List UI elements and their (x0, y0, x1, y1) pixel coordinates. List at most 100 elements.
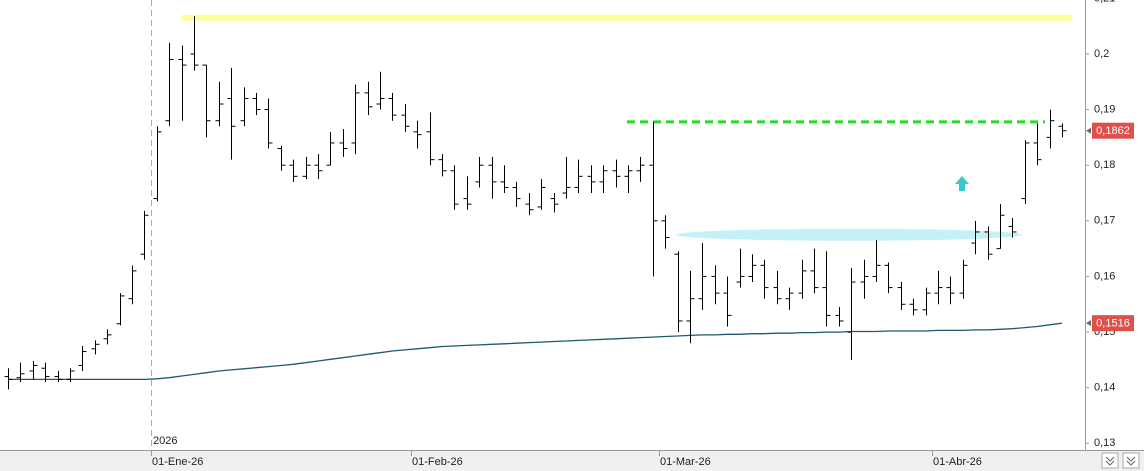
ohlc-bar (624, 165, 633, 194)
ohlc-bar (698, 243, 707, 310)
ohlc-bar (1046, 109, 1055, 149)
ohlc-bar (128, 265, 137, 305)
ohlc-bar (810, 248, 819, 294)
up-arrow (955, 176, 969, 191)
y-tick-label: 0,16 (1094, 270, 1115, 282)
ohlc-bar (488, 156, 497, 199)
ohlc-bar (264, 98, 273, 149)
ohlc-bar (326, 131, 335, 166)
moving-average (8, 322, 1063, 381)
ohlc-bar (339, 129, 348, 157)
ohlc-bar (946, 276, 955, 305)
price-label-box (1092, 315, 1134, 332)
ohlc-bar (785, 287, 794, 310)
ohlc-bar (599, 165, 608, 194)
ohlc-bar (959, 259, 968, 299)
ohlc-bar (450, 165, 459, 210)
ohlc-bar (649, 121, 658, 277)
ohlc-bar (116, 293, 125, 326)
ohlc-bar (686, 270, 695, 344)
ohlc-bar (934, 270, 943, 305)
y-tick-label: 0,2 (1094, 48, 1109, 60)
ohlc-bar (277, 145, 286, 171)
ohlc-bar (66, 368, 75, 383)
price-label-box (1092, 122, 1134, 139)
ohlc-bar (190, 16, 199, 71)
ohlc-bar (500, 165, 509, 194)
price-pointer (1086, 127, 1091, 134)
ohlc-bar (54, 371, 63, 383)
y-tick-label: 0,13 (1094, 437, 1115, 449)
ohlc-bar (165, 42, 174, 127)
ohlc-bar (91, 340, 100, 355)
ohlc-bar (872, 240, 881, 283)
ohlc-bar (364, 81, 373, 116)
ohlc-bar (574, 159, 583, 194)
ohlc-bar (636, 156, 645, 182)
year-label: 2026 (153, 435, 177, 447)
ohlc-bar (587, 165, 596, 194)
scroll-buttons[interactable] (1101, 452, 1140, 469)
ohlc-bar (835, 307, 844, 327)
ohlc-bar (1058, 123, 1067, 138)
ohlc-bar (153, 126, 162, 202)
ohlc-bar (884, 262, 893, 294)
y-tick-label: 0,21 (1094, 0, 1115, 4)
ohlc-bar (227, 67, 236, 160)
ohlc-bar (289, 159, 298, 182)
ohlc-bar (140, 210, 149, 260)
x-tick-label: 01-Abr-26 (933, 456, 982, 468)
ohlc-bar (822, 251, 831, 327)
x-tick-label: 01-Mar-26 (660, 456, 711, 468)
ohlc-bar (438, 154, 447, 177)
ohlc-bar (314, 154, 323, 180)
ohlc-bar (512, 181, 521, 207)
ohlc-bar (736, 248, 745, 288)
y-tick-label: 0,18 (1094, 159, 1115, 171)
y-tick-label: 0,17 (1094, 215, 1115, 227)
ohlc-bar (376, 71, 385, 110)
ohlc-bar (971, 220, 980, 255)
y-tick-label: 0,19 (1094, 103, 1115, 115)
ohlc-bar (463, 176, 472, 210)
ohlc-bar (302, 156, 311, 180)
ohlc-bar (984, 226, 993, 260)
ohlc-bar (1021, 140, 1030, 205)
ohlc-bar (16, 362, 25, 383)
ohlc-bar (860, 259, 869, 299)
ohlc-bar (41, 362, 50, 383)
ohlc-bar (351, 84, 360, 155)
price-label: 0,1516 (1096, 318, 1130, 330)
ohlc-bar (612, 159, 621, 188)
price-pointer (1086, 320, 1091, 327)
ohlc-bar (202, 64, 211, 138)
ohlc-bar (711, 265, 720, 305)
ohlc-bar (215, 81, 224, 127)
levels (182, 14, 1072, 241)
ohlc-bar (413, 120, 422, 149)
ohlc-bar (401, 104, 410, 132)
ohlc-bar (748, 254, 757, 283)
ohlc-bar (996, 204, 1005, 250)
ohlc-bar (1008, 218, 1017, 238)
ohlc-bar (29, 361, 38, 380)
ohlc-bar (537, 179, 546, 210)
ohlc-bar (103, 329, 112, 345)
ohlc-bar (4, 368, 13, 390)
ohlc-bar (847, 268, 856, 360)
ohlc-bar (525, 193, 534, 216)
ohlc-bar (475, 156, 484, 188)
ohlc-bar (562, 156, 571, 199)
ohlc-bar (426, 112, 435, 166)
ohlc-bar (798, 259, 807, 299)
ohlc-bar (922, 287, 931, 316)
x-tick-label: 01-Feb-26 (412, 456, 463, 468)
ohlc-bar (773, 270, 782, 305)
ohlc-bar (1033, 123, 1042, 166)
ohlc-bar (240, 87, 249, 127)
ohlc-bar (661, 215, 670, 249)
ohlc-bar (674, 251, 683, 333)
